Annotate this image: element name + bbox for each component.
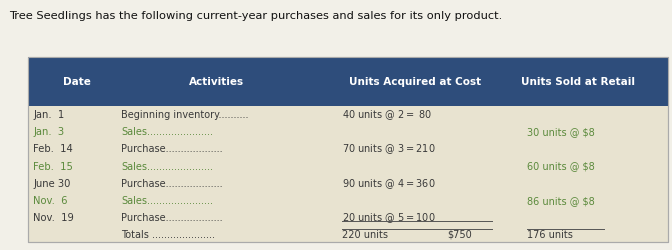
Text: 60 units @ $8: 60 units @ $8: [528, 161, 595, 171]
Text: $750: $750: [448, 229, 472, 239]
Text: 30 units @ $8: 30 units @ $8: [528, 127, 595, 137]
Text: Beginning inventory..........: Beginning inventory..........: [121, 110, 249, 120]
Text: Feb.  15: Feb. 15: [34, 161, 73, 171]
Text: 90 units @ $4 = $360: 90 units @ $4 = $360: [341, 176, 435, 190]
Text: Sales......................: Sales......................: [121, 127, 213, 137]
Text: Purchase...................: Purchase...................: [121, 178, 222, 188]
Text: Nov.  6: Nov. 6: [34, 195, 68, 205]
Text: Purchase...................: Purchase...................: [121, 212, 222, 222]
FancyBboxPatch shape: [28, 58, 668, 106]
Text: Date: Date: [63, 77, 91, 87]
Text: Feb.  14: Feb. 14: [34, 144, 73, 154]
FancyBboxPatch shape: [28, 58, 668, 242]
Text: Units Sold at Retail: Units Sold at Retail: [521, 77, 636, 87]
Text: Nov.  19: Nov. 19: [34, 212, 74, 222]
Text: Totals .....................: Totals .....................: [121, 229, 215, 239]
Text: Activities: Activities: [190, 77, 245, 87]
Text: Sales......................: Sales......................: [121, 161, 213, 171]
Text: Jan.  3: Jan. 3: [34, 127, 65, 137]
Text: June 30: June 30: [34, 178, 71, 188]
Text: 176 units: 176 units: [528, 229, 573, 239]
Text: 20 units @ $5 = $100: 20 units @ $5 = $100: [341, 210, 435, 224]
Text: Tree Seedlings has the following current-year purchases and sales for its only p: Tree Seedlings has the following current…: [9, 11, 502, 21]
Text: Jan.  1: Jan. 1: [34, 110, 65, 120]
Text: Sales......................: Sales......................: [121, 195, 213, 205]
Text: Purchase...................: Purchase...................: [121, 144, 222, 154]
Text: 86 units @ $8: 86 units @ $8: [528, 195, 595, 205]
Text: Units Acquired at Cost: Units Acquired at Cost: [349, 77, 481, 87]
Text: 40 units @ $2 = $ 80: 40 units @ $2 = $ 80: [341, 108, 432, 122]
Text: 70 units @ $3 = $210: 70 units @ $3 = $210: [341, 142, 435, 156]
Text: 220 units: 220 units: [341, 229, 388, 239]
